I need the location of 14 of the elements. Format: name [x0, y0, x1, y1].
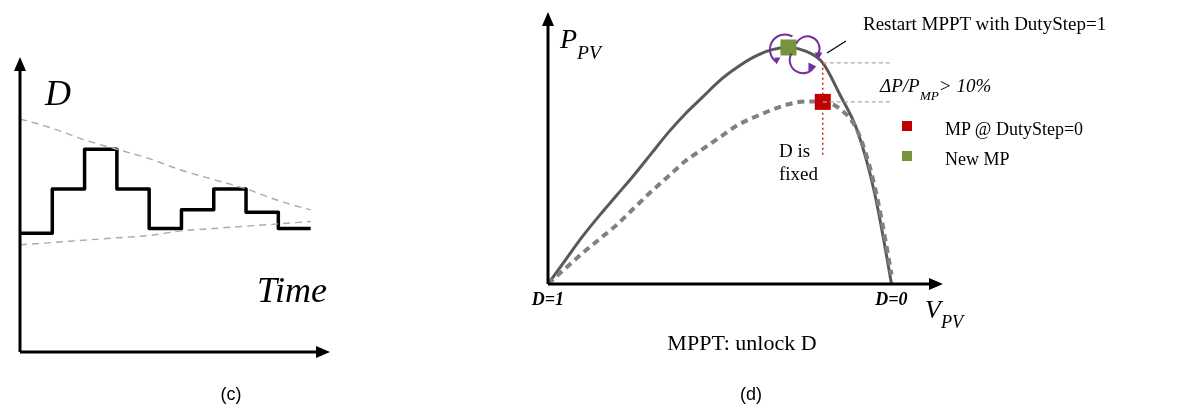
y-axis-title: P$_{PV}$ [559, 23, 604, 63]
x-axis-title: V$_{PV}$ [925, 295, 965, 332]
text: MPPT: unlock D [667, 330, 817, 355]
annotation: D is fixed [779, 140, 819, 184]
y-axis-title: D [44, 73, 71, 113]
legend-label: New MP [945, 149, 1010, 169]
x-axis-title: Time [257, 270, 328, 310]
text: Restart MPPT with DutyStep=1 [863, 13, 1107, 34]
text: (d) [740, 384, 762, 404]
legend-label: MP @ DutyStep=0 [945, 119, 1084, 139]
x-tick-label: D=0 [874, 289, 908, 309]
text: (c) [220, 384, 242, 404]
x-tick-label: D=1 [530, 289, 565, 309]
annotation: ΔP/P$_{MP}$> 10% [879, 75, 992, 103]
